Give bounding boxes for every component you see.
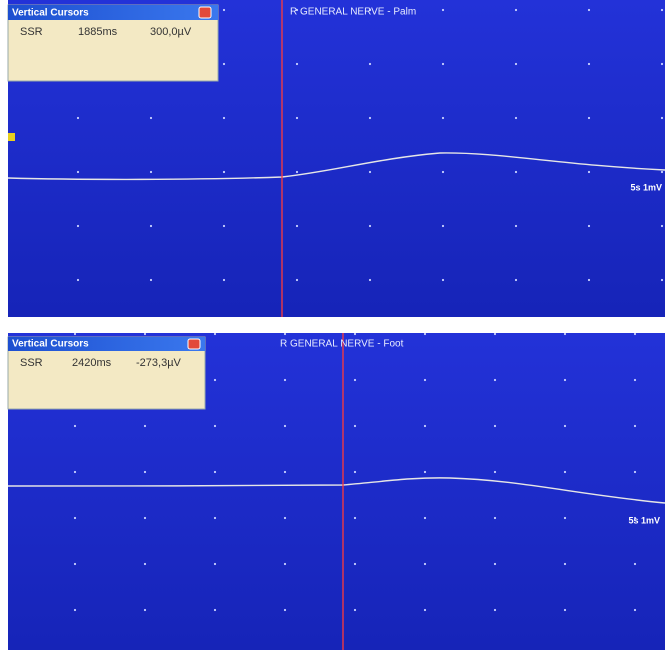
- amplitude-value: 300,0µV: [150, 26, 192, 38]
- channel-label: R GENERAL NERVE - Foot: [280, 339, 404, 350]
- cursor-window: Vertical Cursors SSR 2420ms -273,3µV: [8, 337, 205, 409]
- panel-foot: R GENERAL NERVE - Foot 5s 1mV Vertical C…: [8, 333, 665, 650]
- scale-label: 5s 1mV: [628, 515, 660, 525]
- close-button[interactable]: [188, 339, 200, 349]
- window-title: Vertical Cursors: [12, 339, 89, 350]
- panel-palm: R GENERAL NERVE - Palm 5s 1mV Vertical C…: [8, 0, 665, 317]
- screen: R GENERAL NERVE - Palm 5s 1mV Vertical C…: [0, 0, 665, 650]
- window-title: Vertical Cursors: [12, 8, 89, 19]
- marker: [8, 133, 15, 141]
- amplitude-value: -273,3µV: [136, 357, 182, 369]
- close-button[interactable]: [199, 7, 211, 18]
- measure-label: SSR: [20, 26, 43, 38]
- latency-value: 1885ms: [78, 26, 118, 38]
- latency-value: 2420ms: [72, 357, 112, 369]
- scale-label: 5s 1mV: [630, 182, 662, 192]
- channel-label: R GENERAL NERVE - Palm: [290, 7, 416, 18]
- page: R GENERAL NERVE - Palm 5s 1mV Vertical C…: [0, 0, 665, 650]
- cursor-window: Vertical Cursors SSR 1885ms 300,0µV: [8, 5, 218, 81]
- measure-label: SSR: [20, 357, 43, 369]
